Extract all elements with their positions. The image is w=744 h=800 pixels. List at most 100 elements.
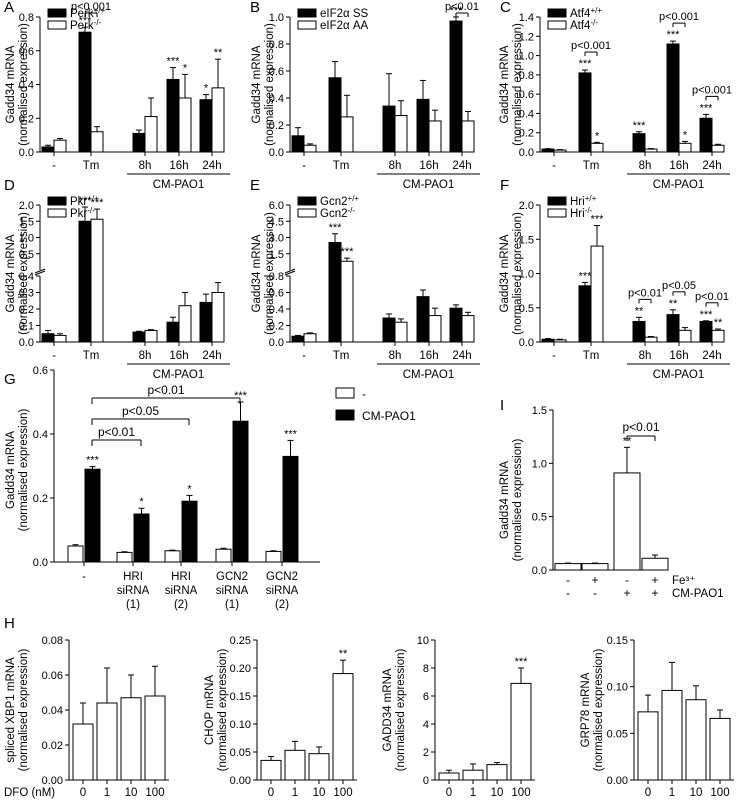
y-axis-label: Gadd34 mRNA (normalised expression) (251, 212, 276, 335)
x-tick-label: Tm (583, 350, 600, 362)
x-tick-label: 0 (645, 787, 651, 799)
x-tick-label: siRNA (216, 585, 249, 597)
condition-label: Fe³⁺ (672, 575, 695, 587)
bar-control (67, 545, 84, 563)
y-axis-label: GADD34 mRNA (normalised expression) (382, 648, 407, 771)
x-tick-label: - (302, 350, 306, 362)
bar (641, 557, 669, 571)
significance-stars: * (595, 130, 600, 142)
significance-stars: *** (341, 246, 355, 258)
significance-stars: *** (591, 214, 605, 226)
legend-label: Perk-/- (70, 18, 102, 32)
bar-wt (78, 31, 92, 153)
y-tick-label: 0.15 (230, 691, 251, 703)
y-tick-label: 0.00 (230, 775, 251, 787)
y-axis-label: spliced XBP1 mRNA (normalised expression) (5, 648, 30, 771)
p-value-label: p<0.001 (71, 1, 111, 13)
y-tick-label: 0.4 (269, 304, 284, 316)
x-tick-label: 10 (125, 787, 138, 799)
bar-wt (699, 320, 713, 343)
bar-wt (132, 331, 146, 343)
bar (260, 759, 282, 781)
y-tick-label: 0.2 (19, 113, 34, 125)
x-tick-label: 24h (202, 160, 221, 172)
condition-mark: + (623, 586, 630, 600)
y-tick-label: 0.04 (42, 705, 63, 717)
bar-wt (632, 320, 646, 343)
bar-ko (178, 97, 192, 153)
x-tick-label: HRI (171, 571, 191, 583)
x-tick-label: 24h (702, 160, 721, 172)
y-axis-label-line: GRP78 mRNA (580, 672, 592, 747)
group-label: CM-PAO1 (653, 369, 705, 381)
bar-control (215, 548, 232, 563)
bar (120, 697, 142, 781)
panel-letter: E (250, 177, 260, 194)
x-tick-label: 16h (419, 350, 438, 362)
legend-label: - (362, 387, 366, 401)
y-tick-label: 0.6 (269, 288, 284, 300)
bar-ko (590, 142, 604, 153)
p-value-label: p<0.001 (571, 40, 611, 52)
group-label: CM-PAO1 (403, 369, 455, 381)
y-tick-label: 0.5 (532, 512, 547, 524)
group-label: CM-PAO1 (653, 179, 705, 191)
p-value-label: p<0.01 (445, 1, 479, 13)
bar-wt (416, 98, 430, 153)
significance-stars: * (139, 496, 144, 508)
bar-wt (632, 133, 646, 153)
x-tick-label: GCN2 (266, 571, 298, 583)
p-value-label: p<0.01 (622, 420, 659, 434)
significance-stars: * (204, 83, 209, 95)
y-axis-label-line: CHOP mRNA (204, 675, 216, 745)
bar-ko (711, 329, 725, 343)
x-tick-label: - (52, 350, 56, 362)
panel-letter: H (4, 615, 15, 632)
y-axis-label-line: Gadd34 mRNA (5, 45, 17, 123)
bar-ko (394, 321, 408, 343)
y-axis-label-line: Gadd34 mRNA (499, 45, 511, 123)
bar-ko (553, 149, 567, 153)
bar-wt (78, 220, 92, 343)
x-tick-label: 0 (80, 787, 86, 799)
significance-stars: ** (214, 47, 223, 59)
y-axis-label: GRP78 mRNA (normalised expression) (580, 648, 605, 771)
bar-control (164, 550, 181, 563)
y-tick-label: 0.8 (269, 39, 284, 51)
legend-swatch (335, 387, 355, 399)
bar-ko (144, 116, 158, 153)
y-tick-label: 0.25 (230, 635, 251, 647)
bar-ko (590, 245, 604, 343)
y-tick-label: 3.0 (269, 233, 284, 245)
significance-stars: *** (79, 15, 93, 27)
bar-wt (166, 321, 180, 343)
x-tick-label: 8h (139, 350, 152, 362)
panel-C: C Gadd34 mRNA (normalised expression)0.0 0.… (499, 0, 732, 191)
legend-label: Atf4-/- (570, 18, 598, 32)
x-tick-label: - (552, 160, 556, 172)
bar (613, 472, 641, 571)
x-tick-label: 100 (511, 787, 530, 799)
legend-swatch (297, 8, 317, 18)
y-axis-label-line: (normalised expression) (217, 648, 229, 771)
x-tick-label: 24h (452, 350, 471, 362)
y-tick-label: 1.0 (519, 269, 534, 281)
significance-stars: *** (700, 309, 714, 321)
y-tick-label: 0.0 (19, 337, 34, 349)
bar (661, 689, 683, 781)
significance-stars: ** (339, 648, 348, 660)
bar-ko (340, 260, 354, 343)
legend-swatch (297, 20, 317, 30)
y-tick-label: 2 (423, 747, 429, 759)
significance-stars: ** (635, 305, 644, 317)
legend-label: Perk+/+ (70, 6, 106, 20)
x-tick-label: (1) (126, 599, 140, 611)
p-value-label: p<0.01 (98, 425, 135, 439)
panel-E: E Gadd34 mRNA (normalised expression) 0.0 0.… (250, 177, 480, 381)
significance-stars: *** (450, 5, 464, 17)
p-value-label: p<0.01 (147, 383, 184, 397)
p-value-label: p<0.001 (659, 11, 699, 23)
bar-ko (178, 305, 192, 343)
x-tick-label: 100 (333, 787, 352, 799)
y-tick-label: 1.5 (269, 249, 284, 261)
